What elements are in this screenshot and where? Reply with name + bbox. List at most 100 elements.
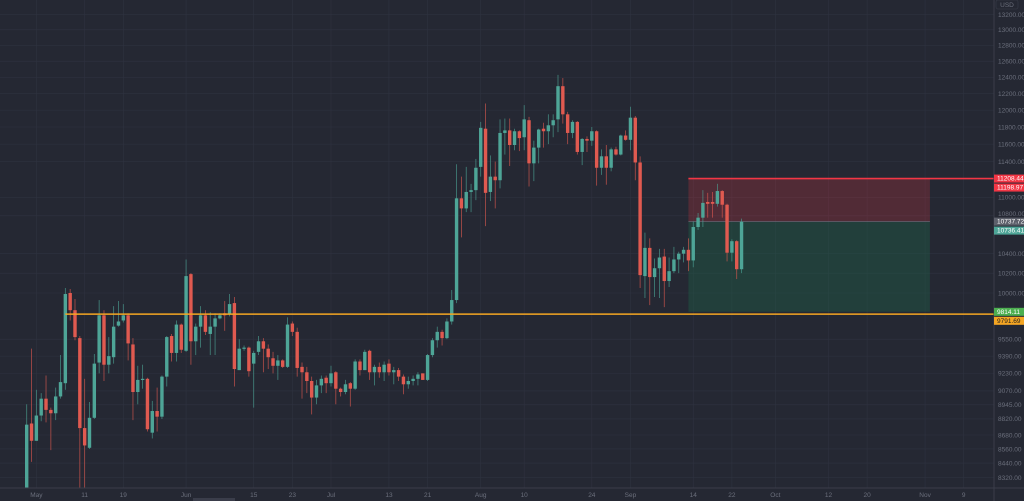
candle-up [107,356,111,365]
candle-down [561,86,565,115]
time-tick-label: 10 [521,492,529,499]
candle-up [237,348,241,371]
candle-down [706,201,710,204]
price-axis[interactable]: 13200.00 13000.00 12800.00 12600.00 12400.00… [998,12,1024,482]
time-axis[interactable]: May 11 19 Jun 15 23 Jul 13 21 Aug 10 24 Sep 14 22 Oct 12… [30,492,966,499]
time-scrollbar[interactable] [193,498,235,501]
drawn-lines[interactable] [65,177,994,315]
candle-up [194,326,198,342]
candle-up [512,131,517,145]
price-tick-label: 8320.00 [998,475,1022,482]
time-tick-label: Nov [919,492,931,499]
candle-up [445,321,449,339]
price-tick-label: 11800.00 [998,124,1024,131]
candle-up [319,378,324,386]
price-tick-label: 12200.00 [998,91,1024,98]
candle-up [570,121,575,133]
candle-up [329,373,333,384]
candle-down [377,366,381,373]
candle-down [585,138,589,141]
candle-up [25,424,29,488]
candle-down [155,411,159,417]
candle-up [503,130,507,133]
time-tick-label: 14 [690,492,698,499]
candle-down [527,120,531,164]
candle-down [725,204,729,253]
candle-down [145,378,150,430]
price-tick-label: 12400.00 [998,75,1024,82]
time-tick-label: Jul [327,492,336,499]
candle-down [493,176,497,181]
currency-label: USD [1000,2,1014,9]
candle-up [546,125,551,132]
candle-up [536,129,541,148]
price-tag-label: 10736.41 [997,228,1024,235]
candle-up [343,384,348,393]
candle-up [252,352,256,364]
candle-up [165,337,169,377]
candle-up [599,156,604,168]
candle-up [353,361,357,389]
time-tick-label: 9 [962,492,966,499]
candle-up [39,398,43,416]
time-tick-label: Sep [625,492,637,499]
price-tag-label: 9814.11 [997,309,1020,316]
candle-up [256,341,261,352]
candle-down [348,383,353,389]
candle-up [121,315,125,321]
price-tick-label: 9230.00 [998,371,1022,378]
candle-down [459,198,464,209]
price-tags: 11208.44 11198.97 10737.72 10736.41 9814.11 9… [994,174,1024,325]
candle-up [657,257,662,269]
candle-down [189,274,193,342]
time-tick-label: May [30,492,43,499]
price-tag [994,183,1024,192]
candle-down [575,121,580,152]
time-tick-label: 15 [250,492,258,499]
candle-down [73,310,77,338]
candle-up [696,217,700,228]
candle-down [295,331,299,368]
candle-up [551,120,555,126]
candle-down [735,241,739,270]
candle-up [218,315,222,319]
currency-badge[interactable]: USD [995,0,1019,10]
short-position-tool[interactable] [688,178,930,312]
price-tick-label: 10800.00 [998,211,1024,218]
candle-up [609,149,613,168]
price-tick-label: 12800.00 [998,43,1024,50]
candle-up [479,127,483,167]
price-tick-label: 10200.00 [998,270,1024,277]
candle-up [53,396,58,414]
candle-down [44,398,48,410]
candle-up [681,249,686,254]
stop-loss-zone[interactable] [688,178,930,222]
candle-up [150,411,154,433]
price-tick-label: 10400.00 [998,251,1024,258]
candle-down [565,114,570,133]
candle-down [638,162,642,276]
candle-up [652,268,657,278]
plot-area[interactable] [25,74,994,490]
candle-down [387,363,391,373]
candle-down [232,303,237,370]
candle-down [686,249,691,261]
candle-up [363,351,367,371]
time-tick-label: 13 [385,492,393,499]
candle-up [416,374,420,379]
candle-up [701,202,705,218]
candle-up [474,167,478,191]
candle-down [401,376,406,385]
take-profit-zone[interactable] [688,221,930,312]
candle-up [522,119,526,138]
candle-up [667,271,671,282]
candle-down [594,131,599,168]
price-tick-label: 13000.00 [998,27,1024,34]
price-tag [994,316,1024,325]
candle-up [111,326,116,358]
time-tick-label: 24 [588,492,596,499]
candle-up [469,190,473,192]
candles [25,74,744,488]
candle-down [508,130,512,145]
